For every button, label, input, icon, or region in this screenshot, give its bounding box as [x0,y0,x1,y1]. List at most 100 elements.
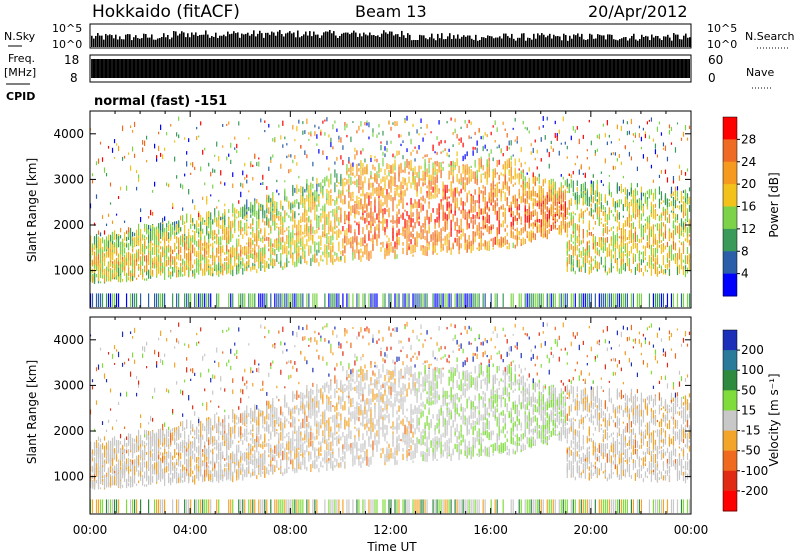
noise-bar [141,38,143,47]
noise-bar [143,33,145,47]
noise-bar [421,35,423,47]
noise-bar [207,34,209,47]
noise-bar [559,36,561,47]
noise-bar [387,33,389,47]
noise-bar [179,33,181,47]
noise-bar [677,34,679,47]
noise-bar [409,34,411,47]
noise-bar [395,34,397,47]
noise-bar [275,35,277,47]
noise-bar [379,37,381,47]
noise-bar [365,34,367,47]
noise-bar [133,37,135,47]
noise-bar [573,34,575,47]
noise-bar [333,31,335,47]
noise-bar [237,32,239,47]
noise-bar [597,34,599,47]
noise-bar [419,34,421,47]
noise-bar [321,35,323,47]
noise-bar [303,34,305,47]
noise-bar [537,33,539,47]
noise-bar [617,40,619,47]
noise-bar [563,33,565,47]
noise-bar [507,36,509,47]
noise-bar [291,33,293,47]
noise-bar [393,35,395,47]
noise-bar [455,38,457,47]
noise-bar [593,38,595,47]
noise-bar [459,38,461,47]
noise-bar [343,32,345,47]
noise-bar [661,40,663,47]
freq-panel: Freq. [MHz] 18 8 60 0 Nave CPID normal (… [4,52,774,109]
noise-bar [423,35,425,47]
noise-bar [349,34,351,47]
noise-bar [561,40,563,47]
noise-bar [253,30,255,47]
noise-bar [489,35,491,47]
noise-bar [129,34,131,47]
noise-bar [227,31,229,47]
noise-bar [493,38,495,47]
noise-bar [599,34,601,47]
noise-bar [585,40,587,47]
noise-bar [465,36,467,47]
noise-bar [165,37,167,47]
noise-bar [481,37,483,47]
noise-bar [653,37,655,47]
noise-bar [367,35,369,47]
noise-bar [549,33,551,47]
noise-bar [647,36,649,47]
noise-bar [317,34,319,47]
freq-stripes [91,59,689,78]
noise-bar [189,37,191,47]
noise-bar [623,37,625,47]
noise-bar [407,33,409,47]
noise-bar [635,39,637,47]
noise-bar [95,35,97,47]
noise-bar [553,34,555,47]
noise-bar [327,31,329,47]
freq-right-tick-top: 60 [708,53,723,67]
noise-bar [447,36,449,47]
noise-panel: N.Sky 10^5 10^0 10^5 10^0 N.Search [4,22,795,51]
noise-bar [529,37,531,47]
noise-bar [163,33,165,47]
noise-bar [243,34,245,47]
noise-bar [401,30,403,47]
noise-bar [217,37,219,47]
noise-bar [197,35,199,47]
noise-bar [519,37,521,47]
noise-bar [159,37,161,47]
noise-bar [215,32,217,47]
noise-bar [359,33,361,47]
noise-bar [461,36,463,47]
noise-bar [669,37,671,47]
noise-bar [135,35,137,47]
noise-bar [277,31,279,47]
noise-bar [405,37,407,47]
noise-bar [269,34,271,47]
freq-panel-frame [89,54,692,83]
noise-bar [353,30,355,47]
noise-bar [639,38,641,47]
noise-bar [451,38,453,47]
noise-bar [357,36,359,47]
noise-bar [339,35,341,47]
noise-bar [627,40,629,47]
noise-bar [495,37,497,47]
noise-bar [115,34,117,47]
noise-bar [527,37,529,47]
noise-left-tick-bottom: 10^0 [52,38,82,51]
noise-bar [231,33,233,47]
noise-bar [427,39,429,47]
noise-bar [377,35,379,47]
noise-bar [225,36,227,47]
noise-bar [153,39,155,47]
nave-label: Nave [746,66,774,79]
noise-bar [443,39,445,47]
noise-bar [525,40,527,47]
noise-bar [309,31,311,47]
noise-bar [431,33,433,47]
noise-bar [145,34,147,47]
